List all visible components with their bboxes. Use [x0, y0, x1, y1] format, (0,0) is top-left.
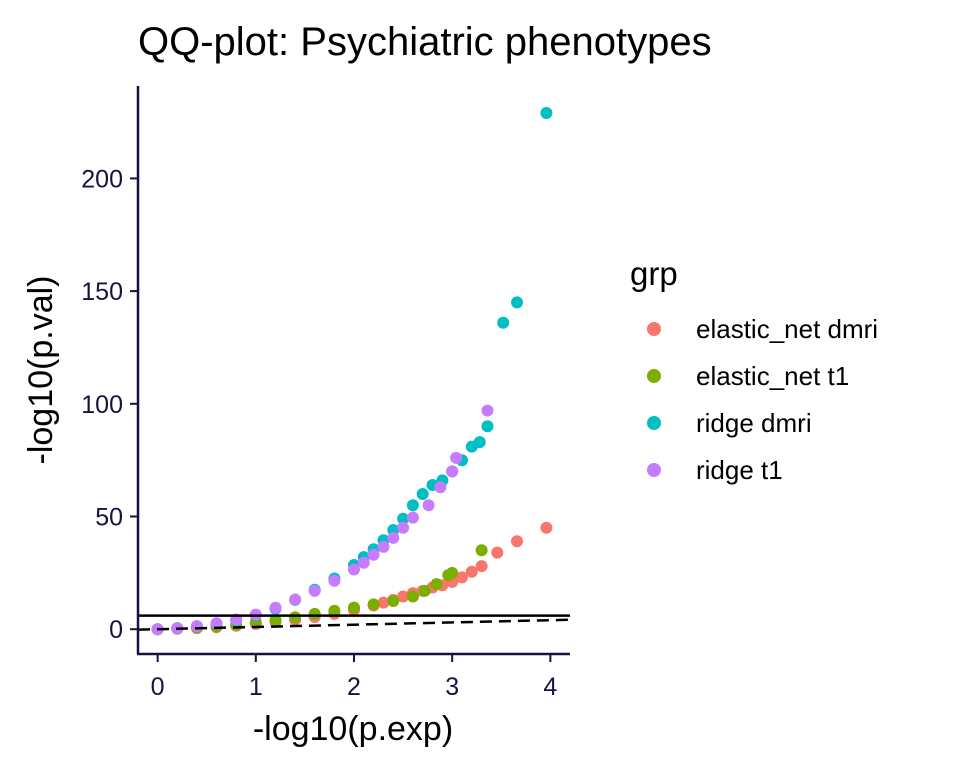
point-ridge-t1 [407, 512, 419, 524]
reference-lines [138, 616, 570, 630]
legend-label: elastic_net t1 [696, 361, 849, 391]
point-ridge-dmri [511, 296, 523, 308]
x-tick-label: 2 [347, 673, 361, 701]
point-ridge-t1 [446, 465, 458, 477]
legend-label: ridge dmri [696, 408, 812, 438]
point-elastic-net-dmri [476, 560, 488, 572]
x-tick-label: 3 [445, 673, 459, 701]
series-elastic-net-dmri [152, 522, 553, 635]
point-ridge-dmri [482, 420, 494, 432]
point-elastic-net-t1 [476, 544, 488, 556]
point-ridge-dmri [474, 436, 486, 448]
y-tick-label: 200 [81, 165, 123, 193]
point-elastic-net-dmri [491, 547, 503, 559]
y-tick-label: 100 [81, 391, 123, 419]
legend: grp elastic_net dmri elastic_net t1 ridge … [630, 255, 878, 485]
point-ridge-t1 [378, 541, 390, 553]
point-ridge-t1 [423, 499, 435, 511]
x-tick-label: 1 [249, 673, 263, 701]
point-elastic-net-t1 [387, 595, 399, 607]
legend-item-ridge-t1: ridge t1 [647, 455, 783, 485]
identity-reference-line [138, 620, 570, 630]
x-axis-ticks: 0 1 2 3 4 [151, 654, 558, 701]
chart-title: QQ-plot: Psychiatric phenotypes [138, 20, 712, 64]
point-ridge-dmri [417, 488, 429, 500]
point-ridge-t1 [270, 602, 282, 614]
point-ridge-t1 [450, 452, 462, 464]
y-tick-label: 150 [81, 278, 123, 306]
legend-label: elastic_net dmri [696, 314, 878, 344]
point-ridge-t1 [482, 405, 494, 417]
x-tick-label: 0 [151, 673, 165, 701]
point-ridge-t1 [348, 564, 360, 576]
point-ridge-t1 [191, 620, 203, 632]
legend-key-ridge-t1 [647, 463, 661, 477]
point-ridge-t1 [397, 522, 409, 534]
y-axis-ticks: 0 50 100 150 200 [81, 165, 138, 644]
point-elastic-net-t1 [368, 598, 380, 610]
legend-key-elastic-net-dmri [647, 322, 661, 336]
point-ridge-dmri [540, 107, 552, 119]
legend-item-ridge-dmri: ridge dmri [647, 408, 812, 438]
y-axis-title: -log10(p.val) [22, 276, 60, 465]
point-elastic-net-t1 [309, 608, 321, 620]
series-ridge-dmri [152, 107, 553, 635]
y-tick-label: 0 [109, 616, 123, 644]
plot-area [138, 107, 570, 635]
point-elastic-net-t1 [407, 591, 419, 603]
x-tick-label: 4 [543, 673, 557, 701]
point-ridge-dmri [407, 499, 419, 511]
point-elastic-net-dmri [511, 535, 523, 547]
point-ridge-t1 [358, 557, 370, 569]
series-ridge-t1 [152, 405, 494, 636]
point-elastic-net-t1 [431, 578, 443, 590]
point-ridge-t1 [387, 532, 399, 544]
point-ridge-t1 [328, 575, 340, 587]
point-elastic-net-t1 [446, 567, 458, 579]
legend-item-elastic-net-dmri: elastic_net dmri [647, 314, 878, 344]
point-elastic-net-dmri [540, 522, 552, 534]
point-ridge-t1 [434, 481, 446, 493]
legend-key-elastic-net-t1 [647, 369, 661, 383]
point-ridge-dmri [497, 317, 509, 329]
legend-item-elastic-net-t1: elastic_net t1 [647, 361, 849, 391]
y-tick-label: 50 [95, 504, 123, 532]
legend-title: grp [630, 255, 678, 292]
point-elastic-net-t1 [348, 602, 360, 614]
point-ridge-t1 [289, 594, 301, 606]
point-elastic-net-t1 [289, 611, 301, 623]
point-ridge-t1 [309, 585, 321, 597]
data-points [152, 107, 553, 635]
legend-key-ridge-dmri [647, 416, 661, 430]
x-axis-title: -log10(p.exp) [253, 710, 453, 748]
point-elastic-net-t1 [419, 585, 431, 597]
point-ridge-t1 [368, 549, 380, 561]
legend-label: ridge t1 [696, 455, 783, 485]
